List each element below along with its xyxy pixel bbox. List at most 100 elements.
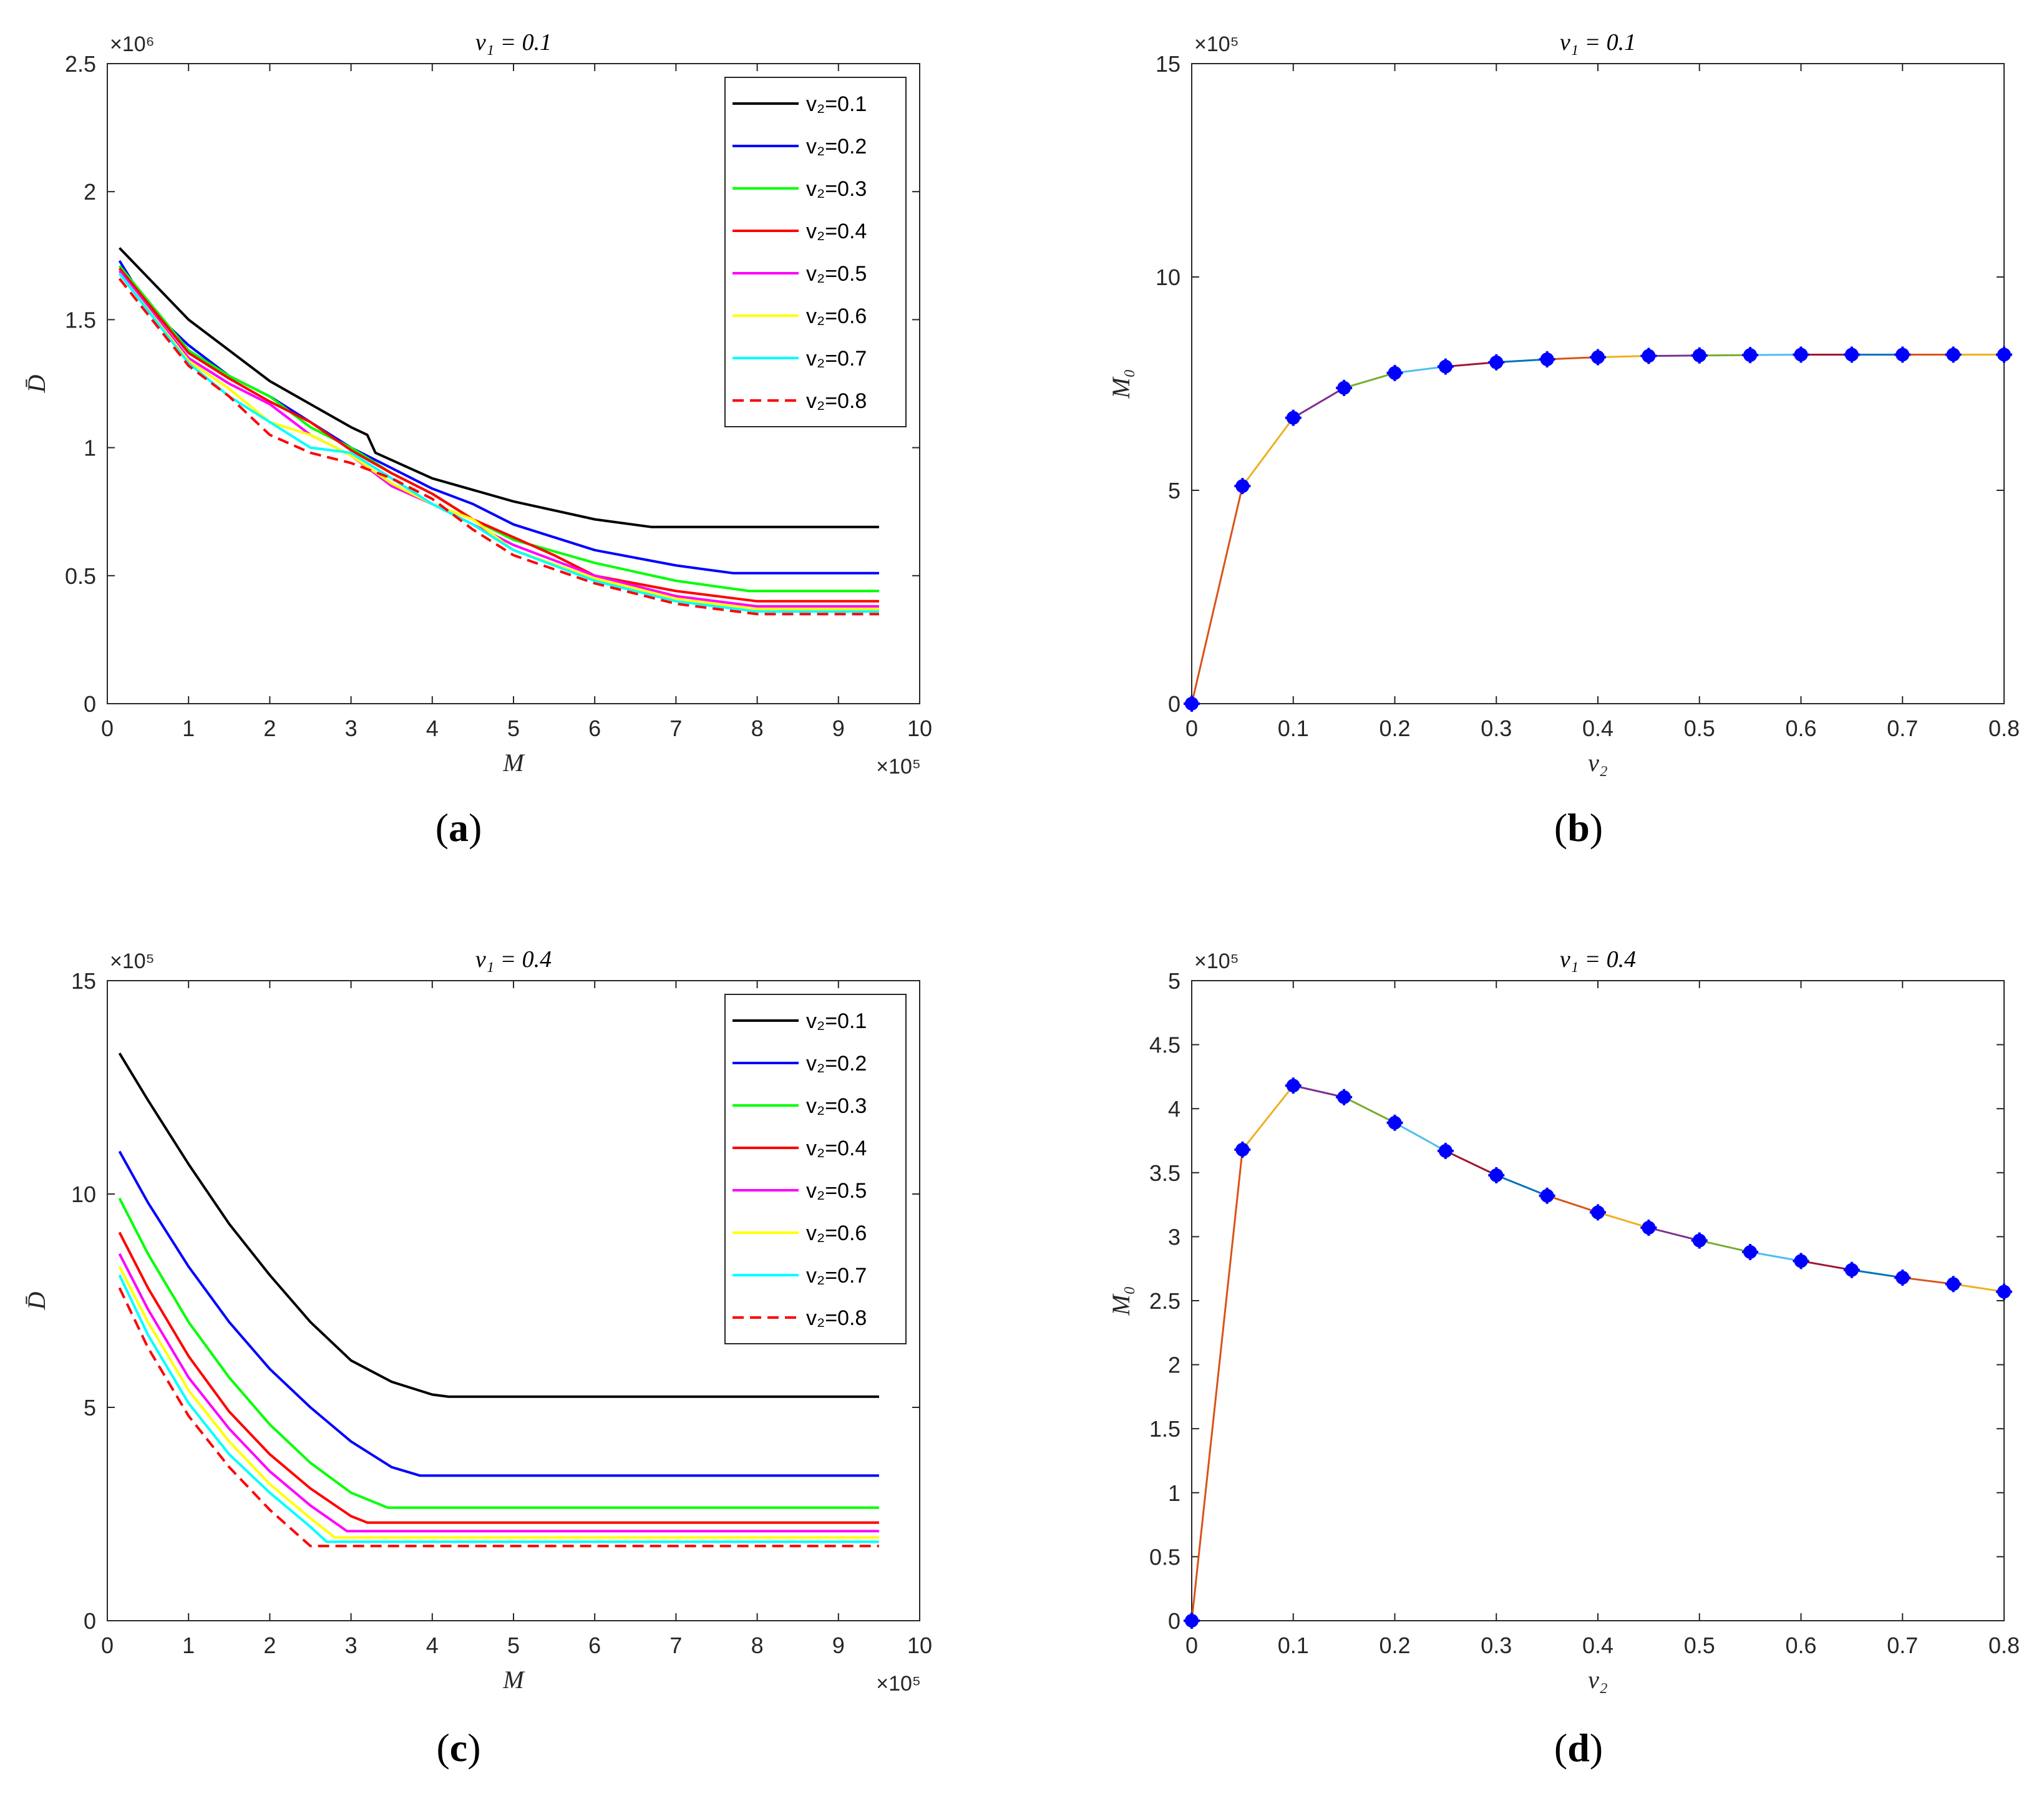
- legend-label: v₂=0.4: [806, 1137, 867, 1160]
- y-exponent-label: ×10⁵: [110, 949, 155, 973]
- series-line-6: [118, 273, 879, 611]
- legend-label: v₂=0.5: [806, 1179, 867, 1203]
- x-tick-label: 1: [182, 716, 195, 741]
- y-tick-label: 0: [1168, 1608, 1180, 1634]
- y-tick-label: 15: [1156, 51, 1180, 77]
- data-marker: [1539, 1187, 1555, 1204]
- data-marker: [1539, 351, 1555, 368]
- x-axis-label: M: [502, 749, 525, 777]
- data-marker: [1640, 1220, 1657, 1236]
- y-tick-label: 1: [1168, 1480, 1180, 1506]
- legend-label: v₂=0.3: [806, 1094, 867, 1118]
- x-tick-label: 0.8: [1988, 716, 2020, 741]
- chart-a: 0 1 2 3 4 5 6 7 8 9 10 0 0.5 1 1.5 2 2.5 v₁ = 0.1 M D̄ ×10⁶ ×…: [22, 29, 932, 779]
- line-segment: [1343, 1096, 1396, 1124]
- legend-label: v₂=0.5: [806, 262, 867, 286]
- data-marker: [1996, 346, 2012, 363]
- y-tick-label: 0: [84, 1608, 96, 1634]
- y-tick-label: 0.5: [1149, 1544, 1180, 1570]
- x-tick-label: 8: [751, 1633, 764, 1658]
- data-marker: [1843, 1261, 1860, 1278]
- x-tick-label: 0.6: [1785, 1633, 1816, 1658]
- legend-label: v₂=0.7: [806, 347, 867, 371]
- y-tick-label: 2.5: [1149, 1288, 1180, 1314]
- legend-box: [724, 77, 907, 427]
- x-tick-label: 5: [507, 1633, 520, 1658]
- x-tick-label: 9: [832, 716, 845, 741]
- y-axis-label: D̄: [22, 1291, 51, 1310]
- y-axis-label: M₀: [1107, 1286, 1135, 1316]
- series-line-8: [118, 1287, 879, 1548]
- legend-label: v₂=0.6: [806, 304, 867, 328]
- line-segment: [1648, 1226, 1700, 1242]
- series-line-1: [119, 247, 879, 528]
- x-tick-label: 0.7: [1887, 716, 1918, 741]
- y-tick-label: 4.5: [1149, 1032, 1180, 1058]
- panel-label-c: (c): [436, 1726, 481, 1770]
- x-tick-label: 3: [345, 716, 358, 741]
- x-tick-label: 2: [263, 1633, 276, 1658]
- y-tick-label: 10: [71, 1182, 96, 1207]
- legend-label: v₂=0.1: [806, 1009, 867, 1033]
- y-tick-label: 15: [71, 968, 96, 994]
- x-tick-label: 9: [832, 1633, 845, 1658]
- x-tick-label: 8: [751, 716, 764, 741]
- chart-title: v₁ = 0.1: [1560, 29, 1636, 56]
- line-segment: [1292, 387, 1345, 419]
- x-tick-label: 0: [1185, 716, 1198, 741]
- line-segment: [1496, 1174, 1548, 1197]
- x-tick-label: 5: [507, 716, 520, 741]
- plot-frame: [1191, 980, 2005, 1621]
- line-segment: [1445, 1150, 1497, 1177]
- line-segment: [1953, 1283, 2005, 1293]
- series-line-7: [118, 273, 879, 613]
- x-exponent-label: ×10⁵: [876, 755, 921, 779]
- data-marker: [1285, 1077, 1302, 1094]
- chart-title: v₁ = 0.4: [475, 946, 552, 973]
- x-tick-label: 0: [1185, 1633, 1198, 1658]
- panel-label-d: (d): [1554, 1726, 1604, 1770]
- legend-label: v₂=0.8: [806, 389, 867, 413]
- y-tick-label: 5: [1168, 968, 1180, 994]
- data-marker: [1234, 1141, 1251, 1158]
- chart-b: 0 0.1 0.2 0.3 0.4 0.5 0.6 0.7 0.8 0 5 10 15 v₁ = 0.1 v…: [1107, 29, 2020, 777]
- x-tick-label: 2: [263, 716, 276, 741]
- y-exponent-label: ×10⁵: [1194, 32, 1239, 56]
- x-tick-label: 0.3: [1481, 716, 1512, 741]
- line-segment: [1547, 356, 1599, 361]
- y-tick-label: 2: [1168, 1352, 1180, 1378]
- data-marker: [1184, 696, 1200, 712]
- x-tick-label: 0.7: [1887, 1633, 1918, 1658]
- x-tick-label: 0.2: [1379, 1633, 1410, 1658]
- data-marker: [1386, 1114, 1403, 1131]
- line-segment: [1902, 1276, 1954, 1285]
- y-tick-label: 5: [84, 1395, 96, 1420]
- data-marker: [1285, 409, 1302, 426]
- data-marker: [1894, 346, 1911, 363]
- x-tick-label: 7: [669, 716, 682, 741]
- series-line-8: [118, 278, 879, 616]
- line-segment: [1801, 1260, 1852, 1271]
- series-line-4: [118, 1231, 879, 1524]
- x-tick-label: 0.3: [1481, 1633, 1512, 1658]
- line-segment: [1597, 355, 1649, 359]
- x-tick-label: 0.2: [1379, 716, 1410, 741]
- series-line-2: [118, 260, 879, 575]
- chart-title: v₁ = 0.1: [475, 29, 552, 56]
- x-tick-label: 6: [588, 716, 601, 741]
- x-tick-label: 0.8: [1988, 1633, 2020, 1658]
- legend-box: [724, 994, 907, 1344]
- x-tick-label: 0.4: [1582, 716, 1613, 741]
- series-line-7: [118, 1274, 879, 1543]
- line-segment: [1190, 485, 1243, 704]
- y-tick-label: 0: [1168, 691, 1180, 717]
- data-marker: [1488, 1167, 1505, 1183]
- series-line-2: [118, 1150, 879, 1477]
- line-segment: [1851, 1269, 1903, 1279]
- x-axis-label: v₂: [1588, 749, 1608, 777]
- x-exponent-label: ×10⁵: [876, 1672, 921, 1696]
- y-exponent-label: ×10⁵: [1194, 949, 1239, 973]
- x-tick-label: 1: [182, 1633, 195, 1658]
- y-tick-label: 3.5: [1149, 1160, 1180, 1186]
